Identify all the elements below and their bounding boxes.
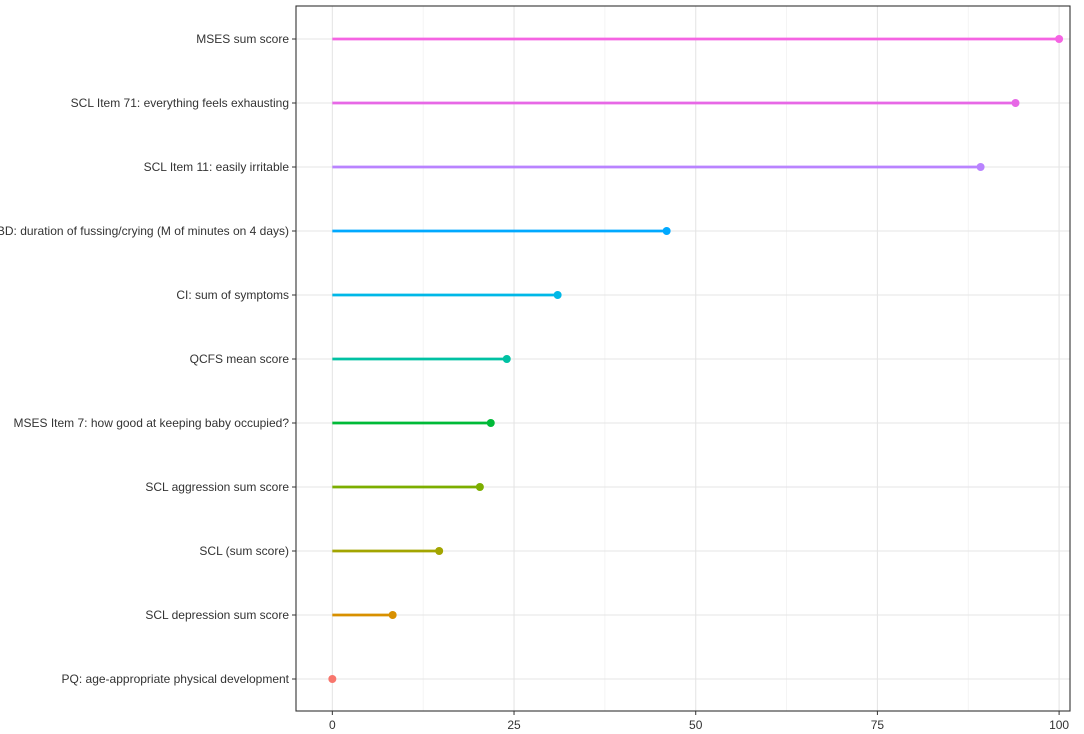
lollipop-point <box>486 419 495 427</box>
x-tick-label: 100 <box>1049 718 1069 732</box>
lollipop-point <box>553 291 562 299</box>
y-tick-label: SCL Item 71: everything feels exhausting <box>71 96 289 110</box>
y-tick-label: SCL aggression sum score <box>145 480 289 494</box>
lollipop-point <box>1055 35 1064 43</box>
lollipop-point <box>475 483 484 491</box>
y-tick-label: PQ: age-appropriate physical development <box>62 672 290 686</box>
y-tick-label: QCFS mean score <box>190 352 290 366</box>
axes: MSES sum score SCL Item 71: everything fe… <box>0 32 1069 732</box>
lollipop-point <box>388 611 397 619</box>
lollipop-point <box>976 163 985 171</box>
y-tick-label: MSES Item 7: how good at keeping baby oc… <box>13 416 289 430</box>
x-tick-label: 25 <box>507 718 521 732</box>
chart-marks <box>328 35 1064 683</box>
x-tick-label: 50 <box>689 718 703 732</box>
lollipop-point <box>328 675 337 683</box>
y-tick-label: BD: duration of fussing/crying (M of min… <box>0 224 289 238</box>
lollipop-point <box>502 355 511 363</box>
y-tick-label: SCL Item 11: easily irritable <box>144 160 290 174</box>
lollipop-point <box>435 547 444 555</box>
lollipop-point <box>1011 99 1020 107</box>
y-tick-label: SCL (sum score) <box>199 544 289 558</box>
y-tick-label: SCL depression sum score <box>145 608 289 622</box>
y-tick-label: CI: sum of symptoms <box>176 288 289 302</box>
y-tick-label: MSES sum score <box>196 32 289 46</box>
x-tick-label: 0 <box>329 718 336 732</box>
lollipop-point <box>662 227 671 235</box>
x-tick-label: 75 <box>871 718 885 732</box>
